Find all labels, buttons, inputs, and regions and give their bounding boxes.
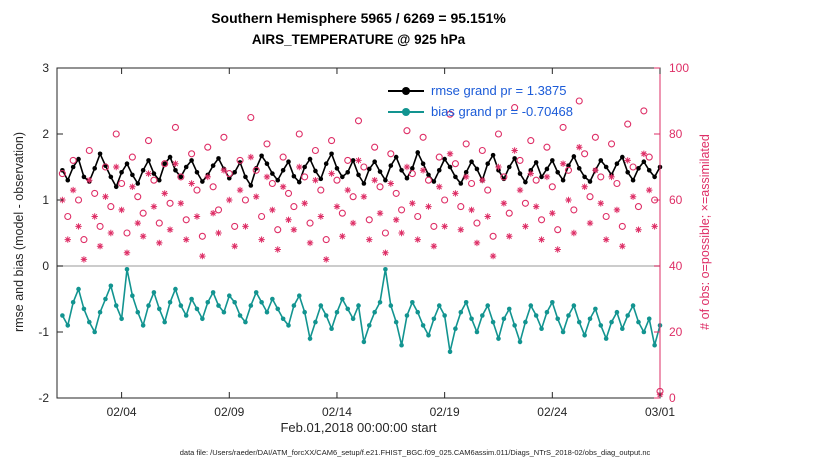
right-y-tick-label: 20 bbox=[669, 325, 683, 339]
legend-label-rmse: rmse grand pr = 1.3875 bbox=[431, 83, 567, 98]
right-y-tick-label: 100 bbox=[669, 61, 689, 75]
axes-frame: 02/04 02/09 02/14 02/19 02/24 03/01 3 2 1 0 -1 -2 10… bbox=[38, 61, 689, 419]
legend-label-bias: bias grand pr = -0.70468 bbox=[431, 104, 574, 119]
left-y-tick-label: 0 bbox=[42, 259, 49, 273]
rmse-series bbox=[60, 150, 663, 190]
left-y-tick-label: -1 bbox=[38, 325, 49, 339]
left-y-tick-label: 1 bbox=[42, 193, 49, 207]
left-y-tick-label: -2 bbox=[38, 391, 49, 405]
legend-row-rmse: rmse grand pr = 1.3875 bbox=[388, 80, 573, 101]
chart-title-line2: AIRS_TEMPERATURE @ 925 hPa bbox=[251, 32, 466, 47]
chart-title-line1: Southern Hemisphere 5965 / 6269 = 95.151… bbox=[211, 10, 506, 26]
bias-series bbox=[60, 267, 663, 355]
right-y-tick-label: 40 bbox=[669, 259, 683, 273]
x-tick-label: 02/19 bbox=[430, 405, 460, 419]
bias-line-sample bbox=[388, 106, 424, 118]
N_possible-series bbox=[58, 97, 664, 395]
data-file-caption: data file: /Users/raeder/DAI/ATM_forcXX/… bbox=[179, 448, 651, 457]
rmse-line-sample bbox=[388, 85, 424, 97]
left-y-tick-label: 3 bbox=[42, 61, 49, 75]
right-y-tick-label: 60 bbox=[669, 193, 683, 207]
x-tick-label: 03/01 bbox=[645, 405, 675, 419]
N_assimilated-series bbox=[59, 144, 664, 398]
left-axis-label: rmse and bias (model - observation) bbox=[12, 131, 26, 333]
legend-row-bias: bias grand pr = -0.70468 bbox=[388, 101, 573, 122]
x-tick-label: 02/24 bbox=[537, 405, 567, 419]
x-axis-label: Feb.01,2018 00:00:00 start bbox=[280, 420, 437, 435]
right-axis-label: # of obs: o=possible; ×=assimilated bbox=[698, 134, 712, 330]
x-tick-label: 02/04 bbox=[107, 405, 137, 419]
right-y-tick-label: 0 bbox=[669, 391, 676, 405]
x-tick-label: 02/09 bbox=[214, 405, 244, 419]
left-y-tick-label: 2 bbox=[42, 127, 49, 141]
legend: rmse grand pr = 1.3875 bias grand pr = -… bbox=[388, 80, 573, 122]
right-y-tick-label: 80 bbox=[669, 127, 683, 141]
x-tick-label: 02/14 bbox=[322, 405, 352, 419]
